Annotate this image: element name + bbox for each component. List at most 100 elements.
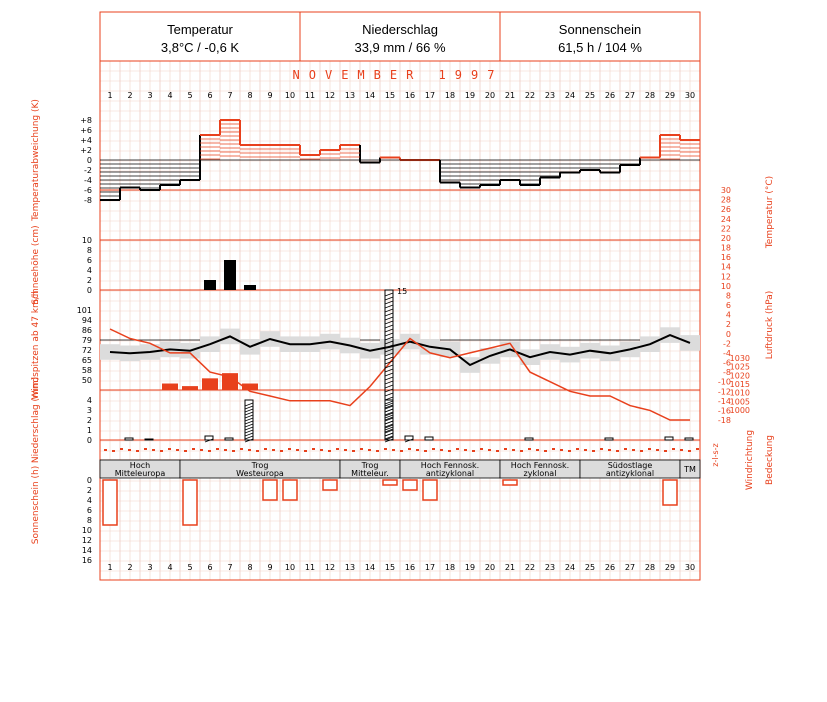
wind-dir-dot [216, 448, 219, 450]
wind-dir-dot [408, 448, 411, 450]
precip-hatch [384, 348, 394, 353]
wind-dir-dot [456, 448, 459, 450]
y-tick-label: 65 [82, 356, 92, 365]
precip-hatch [384, 328, 394, 333]
wind-dir-dot [336, 448, 339, 450]
wind-dir-dot [112, 450, 115, 452]
sun-value: 61,5 h / 104 % [558, 40, 642, 55]
y-tick-label: 0 [87, 156, 92, 165]
precip-hatch [244, 417, 254, 422]
day-label: 22 [525, 563, 535, 572]
y-tick-label-right: 0 [726, 330, 731, 339]
y-tick-label-right: 28 [721, 196, 731, 205]
wind-dir-dot [696, 448, 699, 450]
precip-hatch [384, 376, 394, 381]
wind-dir-dot [448, 450, 451, 452]
precip-hatch [244, 438, 254, 443]
precip-hatch [244, 408, 254, 413]
pressure-line [109, 334, 691, 367]
y-tick-label: -2 [84, 166, 92, 175]
wind-dir-dot [392, 449, 395, 451]
wind-dir-dot [272, 449, 275, 451]
wind-dir-dot [528, 448, 531, 450]
day-label: 28 [645, 91, 655, 100]
precip-hatch [244, 402, 254, 407]
wind-dir-dot [264, 448, 267, 450]
y-tick-label-right: 14 [721, 263, 731, 272]
precip-hatch [384, 392, 394, 397]
wind-dir-dot [296, 449, 299, 451]
wind-dir-dot [304, 450, 307, 452]
wind-dir-dot [288, 448, 291, 450]
weather-type-label: Mitteleur. [351, 469, 389, 478]
snow-axis-title: Schneehöhe (cm) [31, 225, 41, 304]
day-label: 29 [665, 91, 675, 100]
y-tick-label-right: 18 [721, 244, 731, 253]
precip-hatch [244, 429, 254, 434]
wind-scale-label: z-l-s-z [711, 443, 720, 466]
weather-type-label: Mitteleuropa [115, 469, 166, 478]
wind-dir-dot [680, 449, 683, 451]
wind-dir-dot [640, 450, 643, 452]
precip-hatch [384, 435, 394, 440]
day-label: 28 [645, 563, 655, 572]
wind-dir-dot [256, 450, 259, 452]
wind-dir-dot [672, 448, 675, 450]
day-label: 6 [207, 91, 212, 100]
y-tick-label: 4 [87, 266, 92, 275]
header: Temperatur 3,8°C / -0,6 K Niederschlag 3… [99, 11, 701, 62]
day-label: 26 [605, 563, 615, 572]
day-label: 4 [167, 563, 172, 572]
precip-bar [384, 399, 394, 441]
wind-dir-dot [656, 449, 659, 451]
precip-bar [684, 437, 694, 441]
day-label: 6 [207, 563, 212, 572]
day-label: 12 [325, 91, 335, 100]
wind-gust-bar [182, 386, 198, 390]
y-tick-label-right: -14 [718, 397, 731, 406]
y-tick-label-right: 1015 [730, 380, 750, 389]
wind-dir-dot [568, 450, 571, 452]
sunshine-bar [382, 479, 398, 486]
wind-dir-dot [224, 449, 227, 451]
y-tick-label-right: 1020 [730, 371, 750, 380]
y-tick-label-right: 6 [726, 301, 731, 310]
precip-hatch [384, 352, 394, 357]
y-tick-label: 101 [77, 306, 92, 315]
precip-hatch [384, 300, 394, 305]
temp-dev-axis-title: Temperaturabweichung (K) [31, 99, 41, 222]
y-tick-label: 0 [87, 286, 92, 295]
day-label: 22 [525, 91, 535, 100]
y-tick-label: -6 [84, 186, 92, 195]
cloud-axis-title: Bedeckung [765, 435, 775, 485]
day-label: 30 [685, 91, 695, 100]
day-label: 23 [545, 91, 555, 100]
precip-bar [424, 436, 434, 441]
wind-dir-dot [600, 448, 603, 450]
wind-axis-title: Windspitzen ab 47 km/h [31, 291, 41, 400]
precip-hatch [384, 316, 394, 321]
y-tick-label-right: -8 [723, 368, 731, 377]
y-tick-label: 4 [87, 396, 92, 405]
precip-hatch [384, 412, 394, 417]
snow-bar [204, 280, 216, 290]
y-tick-label-right: 1030 [730, 354, 750, 363]
y-tick-label: 0 [87, 476, 92, 485]
temp-title: Temperatur [167, 22, 233, 37]
y-tick-label-right: 12 [721, 272, 731, 281]
wind-dir-dot [616, 450, 619, 452]
precip-bar [144, 438, 154, 441]
precip-hatch [384, 420, 394, 425]
gust-label: 15 [397, 287, 407, 296]
precip-value: 33,9 mm / 66 % [354, 40, 445, 55]
precip-bar [404, 435, 414, 441]
wind-dir-dot [624, 448, 627, 450]
wind-dir-dot [488, 449, 491, 451]
wind-dir-dot [504, 448, 507, 450]
precip-hatch [384, 372, 394, 377]
precip-hatch [384, 308, 394, 313]
y-tick-label-right: 1010 [730, 389, 750, 398]
y-tick-label: +8 [80, 116, 92, 125]
wind-dir-dot [104, 449, 107, 451]
